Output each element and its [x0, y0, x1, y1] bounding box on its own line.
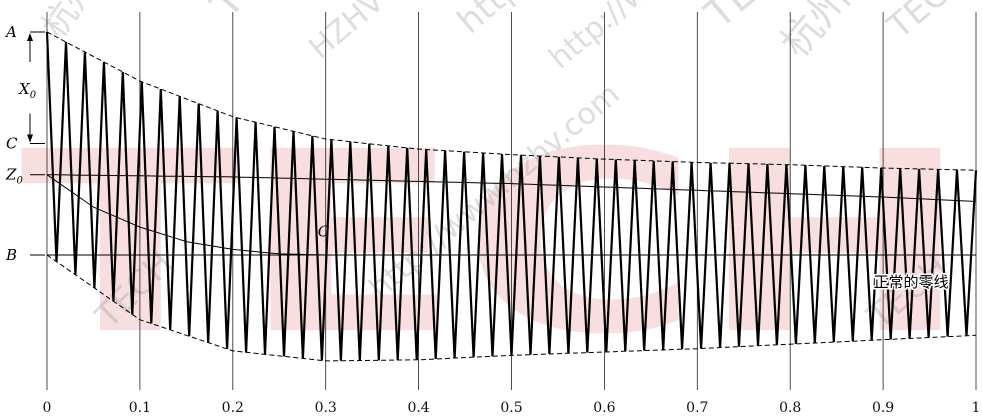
x-tick-label: 1 — [972, 400, 981, 416]
annotation-normal-zero-line: 正常的零线 — [873, 273, 948, 291]
offset-centerline — [46, 174, 977, 202]
lower-envelope — [46, 254, 977, 362]
x-tick-label: 0.6 — [593, 400, 615, 416]
level-label-c: C — [6, 135, 18, 153]
x-tick-label: 0.3 — [315, 400, 337, 416]
x-tick-label: 0 — [43, 400, 52, 416]
curve-label-c: C — [318, 223, 330, 241]
upper-envelope — [46, 31, 977, 171]
x-tick-label: 0.8 — [779, 400, 801, 416]
dimension-label: X0 — [18, 80, 37, 101]
arrow-head-down — [27, 134, 33, 143]
level-label-b: B — [5, 246, 17, 264]
x-tick-label: 0.5 — [500, 400, 522, 416]
x-tick-label: 0.7 — [686, 400, 708, 416]
x-tick-label: 0.4 — [407, 400, 429, 416]
x-tick-label: 0.1 — [129, 400, 151, 416]
x-tick-label: 0.9 — [872, 400, 894, 416]
level-label-a: A — [4, 23, 17, 41]
level-label-z0: Z0 — [5, 166, 23, 187]
arrow-head-up — [27, 33, 33, 41]
x-tick-label: 0.2 — [222, 400, 244, 416]
